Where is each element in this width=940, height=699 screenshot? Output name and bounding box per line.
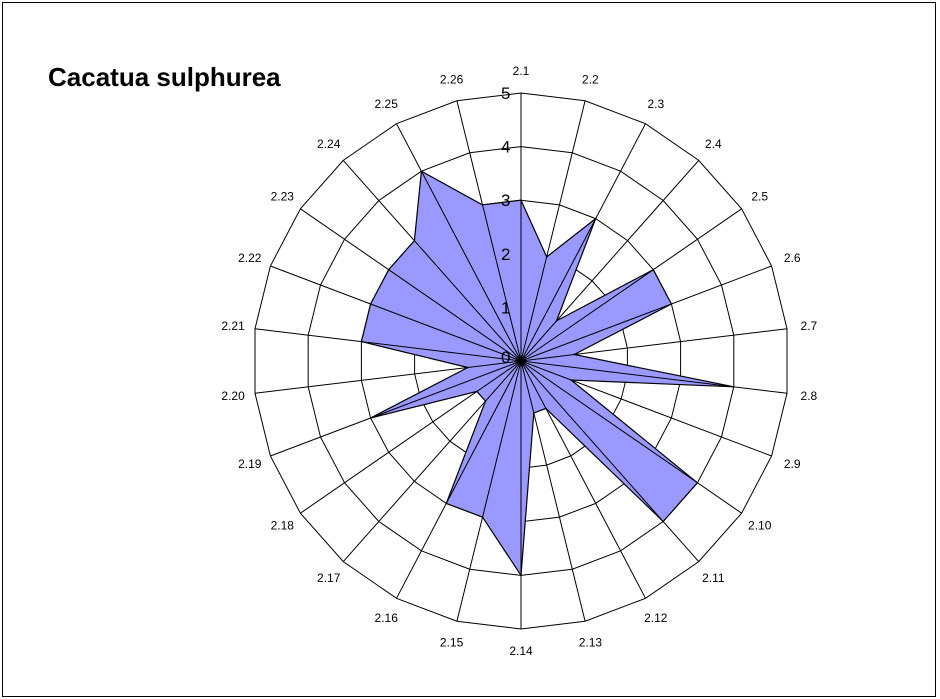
spoke-2.2 xyxy=(520,100,586,362)
category-label-2.17: 2.17 xyxy=(317,571,341,585)
category-label-2.11: 2.11 xyxy=(702,571,725,585)
spoke-2.8 xyxy=(520,360,788,394)
data-point-2.3 xyxy=(594,217,597,220)
category-label-2.16: 2.16 xyxy=(375,611,399,625)
data-point-2.19 xyxy=(369,417,372,419)
spoke-2.4 xyxy=(520,160,700,362)
spoke-2.23 xyxy=(300,208,522,362)
data-point-2.1 xyxy=(520,199,522,201)
data-point-2.26 xyxy=(481,204,484,206)
spoke-2.9 xyxy=(520,360,772,457)
category-label-2.7: 2.7 xyxy=(801,319,818,333)
category-label-2.2: 2.2 xyxy=(582,72,599,86)
ring-label-4: 4 xyxy=(501,138,510,157)
category-label-2.26: 2.26 xyxy=(440,72,464,86)
spoke-2.13 xyxy=(520,360,586,622)
data-point-2.8 xyxy=(733,386,735,388)
spoke-2.12 xyxy=(520,360,646,599)
spoke-2.11 xyxy=(520,360,700,562)
spoke-2.7 xyxy=(520,328,788,362)
category-label-2.3: 2.3 xyxy=(647,97,664,111)
ring-label-5: 5 xyxy=(501,84,510,103)
data-point-2.9 xyxy=(570,379,572,381)
category-label-2.18: 2.18 xyxy=(271,519,295,533)
category-label-2.8: 2.8 xyxy=(801,389,818,403)
spoke-2.24 xyxy=(342,160,522,362)
ring-label-2: 2 xyxy=(501,245,510,264)
category-label-2.4: 2.4 xyxy=(705,137,722,151)
category-label-2.24: 2.24 xyxy=(317,137,341,151)
category-label-2.12: 2.12 xyxy=(644,611,668,625)
ring-label-0: 0 xyxy=(501,348,510,367)
data-point-2.16 xyxy=(445,502,448,505)
data-point-2.15 xyxy=(481,516,484,518)
data-point-2.12 xyxy=(545,407,547,410)
category-label-2.1: 2.1 xyxy=(513,64,530,78)
data-point-2.2 xyxy=(545,256,548,258)
category-label-2.13: 2.13 xyxy=(579,636,603,650)
category-label-2.22: 2.22 xyxy=(238,251,262,265)
spoke-2.17 xyxy=(342,360,522,562)
spoke-2.16 xyxy=(396,360,522,599)
data-point-2.4 xyxy=(555,320,558,322)
data-point-2.18 xyxy=(476,390,478,393)
data-point-2.23 xyxy=(387,268,390,271)
spoke-2.3 xyxy=(520,123,646,362)
category-label-2.19: 2.19 xyxy=(238,457,262,471)
data-point-2.13 xyxy=(533,412,535,414)
spoke-2.10 xyxy=(520,360,742,514)
spoke-2.5 xyxy=(520,208,742,362)
spoke-2.21 xyxy=(254,328,522,362)
data-point-2.25 xyxy=(420,170,423,172)
spoke-2.19 xyxy=(270,360,522,457)
data-point-2.20 xyxy=(467,366,469,369)
category-label-2.20: 2.20 xyxy=(221,389,245,403)
data-point-2.5 xyxy=(652,268,655,271)
spoke-2.25 xyxy=(396,123,522,362)
category-label-2.14: 2.14 xyxy=(509,644,533,658)
spoke-2.15 xyxy=(456,360,522,622)
ring-label-1: 1 xyxy=(501,298,510,317)
category-label-2.10: 2.10 xyxy=(748,519,772,533)
data-point-2.11 xyxy=(662,520,664,523)
spoke-2.20 xyxy=(254,360,522,394)
data-point-2.24 xyxy=(413,239,416,242)
spoke-2.18 xyxy=(300,360,522,514)
spoke-2.6 xyxy=(520,265,772,362)
category-label-2.5: 2.5 xyxy=(751,189,768,203)
spoke-2.22 xyxy=(270,265,522,362)
data-point-2.21 xyxy=(360,340,363,343)
data-point-2.17 xyxy=(484,400,487,402)
ring-label-3: 3 xyxy=(501,191,510,210)
spoke-2.26 xyxy=(456,100,522,362)
category-label-2.25: 2.25 xyxy=(375,97,399,111)
data-point-2.10 xyxy=(696,482,699,484)
category-label-2.23: 2.23 xyxy=(271,189,295,203)
data-point-2.6 xyxy=(670,303,673,305)
chart-title: Cacatua sulphurea xyxy=(48,62,281,92)
category-label-2.9: 2.9 xyxy=(784,457,801,471)
data-point-2.22 xyxy=(369,303,372,305)
category-label-2.21: 2.21 xyxy=(221,319,245,333)
data-point-2.7 xyxy=(573,353,575,356)
category-label-2.6: 2.6 xyxy=(784,251,801,265)
category-label-2.15: 2.15 xyxy=(440,636,464,650)
data-point-2.14 xyxy=(520,574,522,577)
